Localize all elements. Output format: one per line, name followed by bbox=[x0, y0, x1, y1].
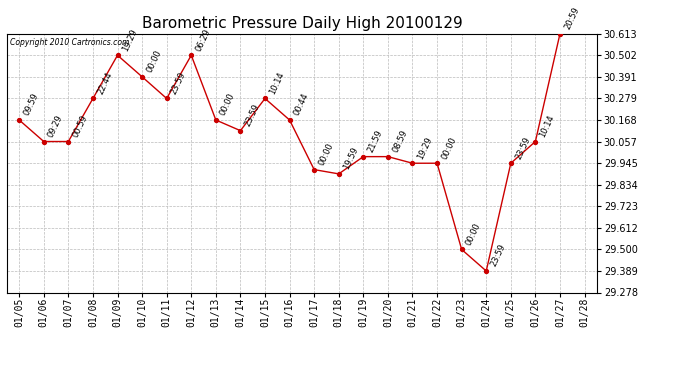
Text: 10:14: 10:14 bbox=[538, 113, 556, 139]
Text: 00:00: 00:00 bbox=[145, 49, 163, 74]
Point bbox=[284, 117, 295, 123]
Point bbox=[137, 74, 148, 80]
Text: 19:59: 19:59 bbox=[342, 146, 359, 171]
Point bbox=[14, 117, 25, 123]
Point bbox=[88, 96, 99, 102]
Text: 23:59: 23:59 bbox=[513, 135, 532, 160]
Point bbox=[358, 154, 369, 160]
Text: 19:29: 19:29 bbox=[415, 135, 433, 160]
Point bbox=[505, 160, 516, 166]
Point bbox=[456, 246, 467, 252]
Text: 23:59: 23:59 bbox=[170, 70, 188, 96]
Text: Copyright 2010 Cartronics.com: Copyright 2010 Cartronics.com bbox=[10, 38, 129, 46]
Text: 10:14: 10:14 bbox=[268, 70, 286, 96]
Text: 09:59: 09:59 bbox=[22, 92, 40, 117]
Point bbox=[210, 117, 221, 123]
Text: 06:29: 06:29 bbox=[194, 27, 213, 52]
Text: 00:00: 00:00 bbox=[317, 141, 335, 167]
Text: 00:59: 00:59 bbox=[71, 113, 89, 139]
Title: Barometric Pressure Daily High 20100129: Barometric Pressure Daily High 20100129 bbox=[141, 16, 462, 31]
Text: 21:59: 21:59 bbox=[366, 129, 384, 154]
Point bbox=[407, 160, 418, 166]
Text: 23:59: 23:59 bbox=[243, 102, 262, 128]
Point bbox=[555, 31, 566, 37]
Point bbox=[38, 138, 49, 144]
Point bbox=[431, 160, 442, 166]
Point bbox=[530, 138, 541, 144]
Point bbox=[186, 52, 197, 58]
Text: 00:00: 00:00 bbox=[219, 92, 237, 117]
Text: 00:44: 00:44 bbox=[293, 92, 310, 117]
Point bbox=[333, 171, 344, 177]
Point bbox=[235, 128, 246, 134]
Text: 09:29: 09:29 bbox=[46, 113, 65, 139]
Point bbox=[112, 52, 123, 58]
Text: 22:44: 22:44 bbox=[96, 70, 114, 96]
Text: 00:00: 00:00 bbox=[440, 135, 458, 160]
Text: 08:59: 08:59 bbox=[391, 128, 409, 154]
Point bbox=[63, 138, 74, 144]
Text: 23:59: 23:59 bbox=[489, 243, 507, 268]
Point bbox=[308, 166, 319, 172]
Point bbox=[161, 96, 172, 102]
Point bbox=[259, 96, 270, 102]
Text: 19:29: 19:29 bbox=[120, 27, 139, 52]
Point bbox=[382, 154, 393, 160]
Text: 20:59: 20:59 bbox=[563, 6, 581, 31]
Text: 00:00: 00:00 bbox=[464, 221, 482, 247]
Point bbox=[481, 268, 492, 274]
